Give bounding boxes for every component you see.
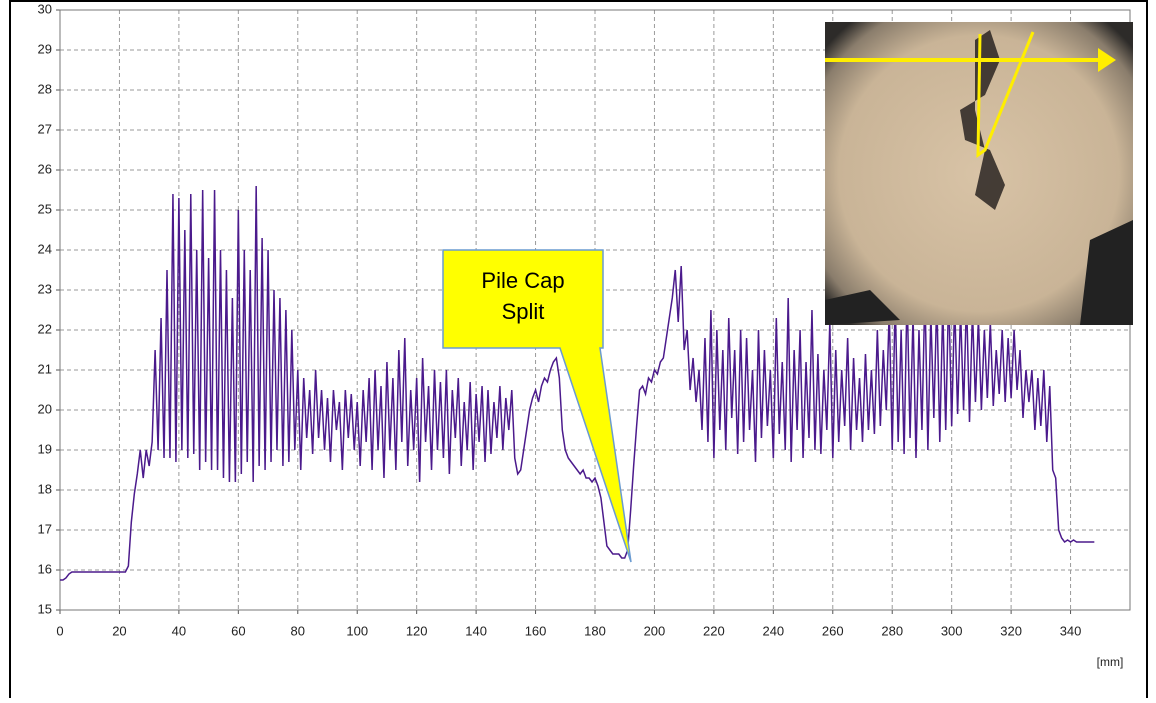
chart: Pile Cap Split [mm] 15 16 17 18 19 20 21 22 23 24… — [0, 0, 1156, 698]
x-tick-label: 300 — [941, 623, 963, 638]
y-tick-label: 22 — [38, 321, 52, 336]
x-tick-label: 80 — [291, 623, 305, 638]
y-tick-label: 20 — [38, 401, 52, 416]
x-tick-label: 0 — [56, 623, 63, 638]
y-tick-label: 18 — [38, 481, 52, 496]
x-tick-label: 140 — [465, 623, 487, 638]
x-tick-label: 180 — [584, 623, 606, 638]
x-tick-label: 320 — [1000, 623, 1022, 638]
y-tick-label: 21 — [38, 361, 52, 376]
inset-photo — [825, 22, 1133, 325]
y-tick-label: 23 — [38, 281, 52, 296]
y-tick-label: 24 — [38, 241, 52, 256]
y-tick-label: 15 — [38, 601, 52, 616]
y-tick-label: 27 — [38, 121, 52, 136]
x-tick-label: 240 — [762, 623, 784, 638]
x-tick-label: 200 — [644, 623, 666, 638]
callout-text: Pile Cap — [481, 268, 564, 293]
y-tick-label: 25 — [38, 201, 52, 216]
x-tick-label: 120 — [406, 623, 428, 638]
y-tick-label: 29 — [38, 41, 52, 56]
x-tick-label: 340 — [1060, 623, 1082, 638]
x-tick-label: 40 — [172, 623, 186, 638]
x-tick-label: 100 — [346, 623, 368, 638]
y-tick-label: 28 — [38, 81, 52, 96]
callout-text: Split — [502, 299, 545, 324]
y-tick-label: 16 — [38, 561, 52, 576]
x-tick-label: 260 — [822, 623, 844, 638]
y-tick-label: 17 — [38, 521, 52, 536]
x-tick-label: 220 — [703, 623, 725, 638]
y-tick-label: 30 — [38, 1, 52, 16]
x-tick-label: 60 — [231, 623, 245, 638]
y-tick-label: 19 — [38, 441, 52, 456]
x-tick-label: 20 — [112, 623, 126, 638]
x-axis-label: [mm] — [1097, 655, 1124, 669]
x-tick-label: 160 — [525, 623, 547, 638]
page: {"chart_data": {"type": "line", "x_label… — [0, 0, 1156, 703]
y-tick-label: 26 — [38, 161, 52, 176]
x-tick-label: 280 — [881, 623, 903, 638]
